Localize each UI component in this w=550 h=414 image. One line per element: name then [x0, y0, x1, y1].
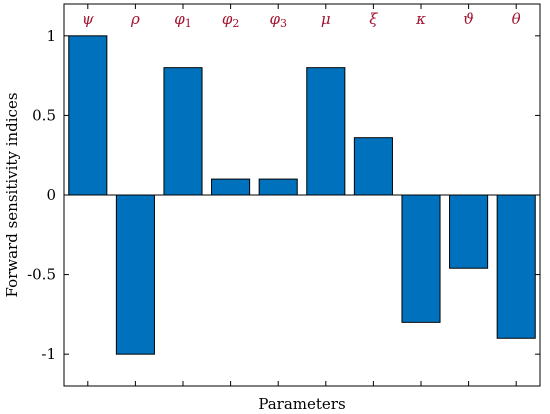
bar	[115, 194, 155, 355]
bar	[211, 178, 251, 196]
x-axis-ticks	[87, 4, 517, 386]
bar	[163, 67, 203, 196]
category-label: ϑ	[463, 10, 474, 28]
y-axis-ticks: -1 -0.5 0 0.5 1	[27, 27, 540, 363]
category-label: ψ	[82, 10, 94, 28]
x-axis-label: Parameters	[258, 395, 345, 413]
bar	[401, 194, 441, 323]
bar	[68, 35, 108, 196]
bar	[449, 194, 489, 269]
y-tick-label: 1	[46, 27, 56, 45]
bars-group	[68, 35, 536, 355]
category-label: θ	[512, 10, 521, 28]
category-labels: ψ ρ φ1 φ2 φ3 μ ξ κ ϑ θ	[82, 10, 521, 30]
category-label: ξ	[369, 10, 378, 28]
bar	[258, 178, 298, 196]
category-label: ρ	[130, 10, 140, 28]
y-tick-label: 0.5	[32, 106, 56, 124]
y-tick-label: 0	[46, 186, 56, 204]
bar	[353, 137, 393, 196]
y-tick-label: -1	[41, 345, 56, 363]
bar	[306, 67, 346, 196]
bar	[496, 194, 536, 339]
y-axis-label: Forward sensitivity indices	[3, 92, 21, 297]
category-label: κ	[415, 10, 426, 28]
y-tick-label: -0.5	[27, 266, 56, 284]
category-label: μ	[321, 10, 331, 28]
